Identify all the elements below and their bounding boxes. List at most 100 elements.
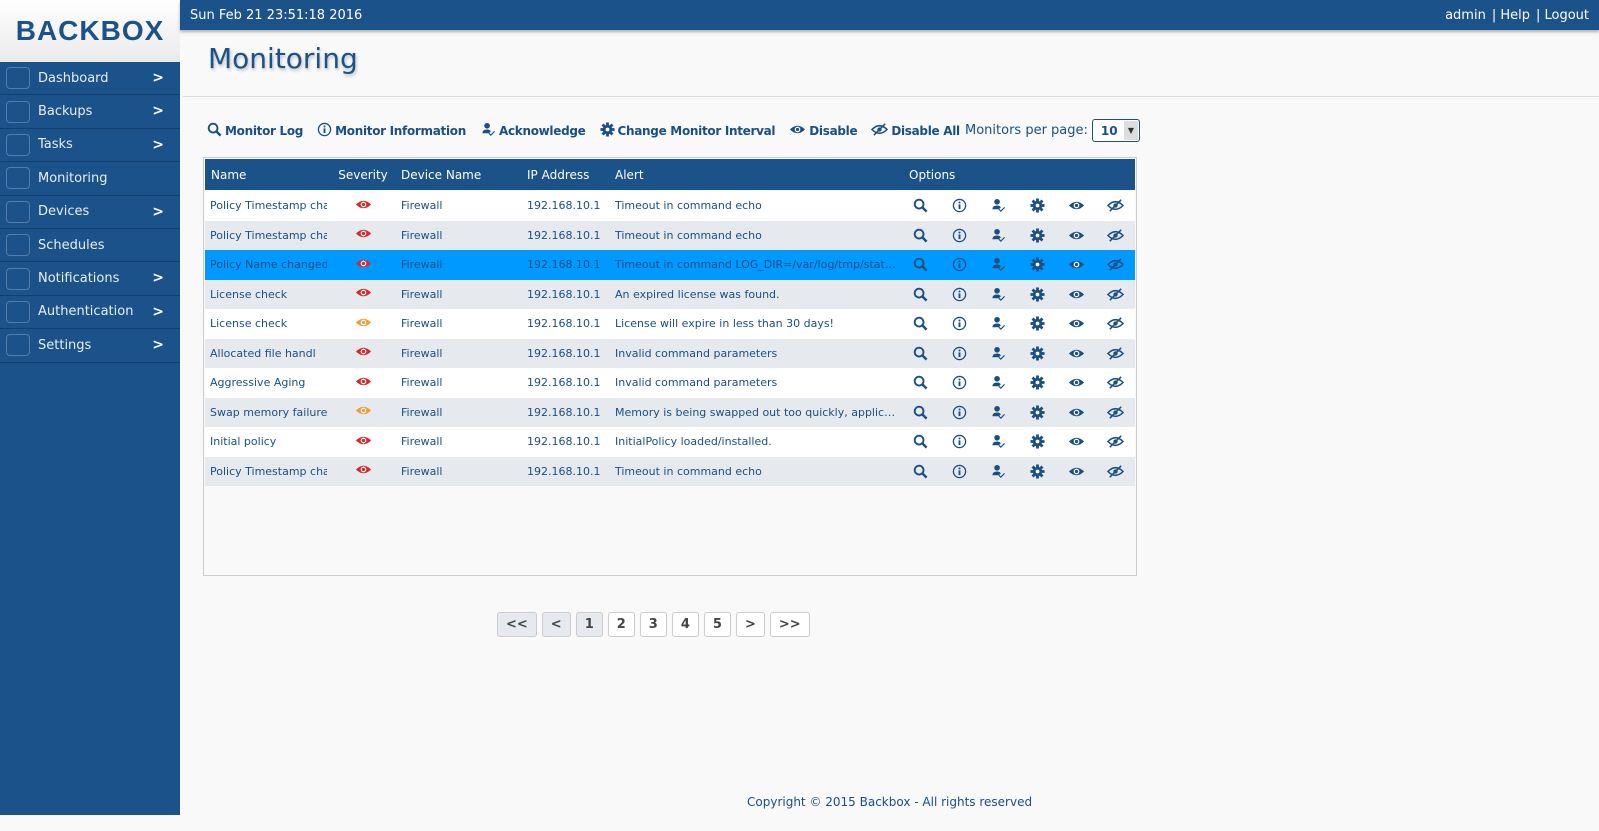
column-header-name[interactable]: Name: [211, 167, 247, 182]
info-info-icon[interactable]: [948, 285, 970, 303]
disable-all-eye-off-icon[interactable]: [1104, 403, 1126, 421]
change-interval-gear-icon[interactable]: [1026, 374, 1048, 392]
help-link[interactable]: | Help: [1491, 7, 1530, 23]
column-header-ip-address[interactable]: IP Address: [527, 167, 590, 182]
sidebar-item-dashboard[interactable]: Dashboard >: [0, 62, 180, 96]
table-row[interactable]: Policy Name changed Firewall 192.168.10.…: [205, 250, 1135, 280]
info-info-icon[interactable]: [948, 344, 970, 362]
change-interval-gear-icon[interactable]: [1026, 285, 1048, 303]
sidebar-item-monitoring[interactable]: Monitoring: [0, 162, 180, 196]
view-log-search-icon[interactable]: [909, 197, 931, 215]
disable-all-eye-off-icon[interactable]: [1104, 344, 1126, 362]
change-interval-gear-icon[interactable]: [1026, 226, 1048, 244]
info-info-icon[interactable]: [948, 226, 970, 244]
sidebar-item-tasks[interactable]: Tasks >: [0, 129, 180, 163]
disable-all-eye-off-icon[interactable]: [1104, 226, 1126, 244]
sidebar-item-authentication[interactable]: Authentication >: [0, 296, 180, 330]
change-interval-gear-icon[interactable]: [1026, 315, 1048, 333]
info-info-icon[interactable]: [948, 433, 970, 451]
disable-all-eye-off-icon[interactable]: [1104, 197, 1126, 215]
logo[interactable]: BACKBOX: [0, 0, 180, 62]
table-row[interactable]: License check Firewall 192.168.10.1 An e…: [205, 279, 1135, 309]
table-row[interactable]: Policy Timestamp cha Firewall 192.168.10…: [205, 220, 1135, 250]
view-log-search-icon[interactable]: [909, 433, 931, 451]
page-button[interactable]: <: [541, 612, 571, 637]
table-row[interactable]: Aggressive Aging Firewall 192.168.10.1 I…: [205, 368, 1135, 398]
disable-eye-icon[interactable]: [1065, 197, 1087, 215]
disable-eye-icon[interactable]: [1065, 344, 1087, 362]
sidebar-item-settings[interactable]: Settings >: [0, 329, 180, 363]
disable-all-eye-off-icon[interactable]: [1104, 462, 1126, 480]
monitor-information-button[interactable]: Monitor Information: [317, 122, 466, 140]
column-header-severity[interactable]: Severity: [338, 167, 388, 182]
disable-all-eye-off-icon[interactable]: [1104, 433, 1126, 451]
acknowledge-user-check-icon[interactable]: [987, 226, 1009, 244]
change-interval-gear-icon[interactable]: [1026, 197, 1048, 215]
disable-all-eye-off-icon[interactable]: [1104, 256, 1126, 274]
page-button[interactable]: 1: [575, 612, 603, 637]
disable-eye-icon[interactable]: [1065, 256, 1087, 274]
view-log-search-icon[interactable]: [909, 374, 931, 392]
view-log-search-icon[interactable]: [909, 403, 931, 421]
page-button[interactable]: 2: [607, 612, 635, 637]
sidebar-item-schedules[interactable]: Schedules: [0, 229, 180, 263]
disable-eye-icon[interactable]: [1065, 462, 1087, 480]
view-log-search-icon[interactable]: [909, 344, 931, 362]
sidebar-item-backups[interactable]: Backups >: [0, 95, 180, 129]
change-interval-gear-icon[interactable]: [1026, 403, 1048, 421]
info-info-icon[interactable]: [948, 462, 970, 480]
change-interval-gear-icon[interactable]: [1026, 344, 1048, 362]
acknowledge-user-check-icon[interactable]: [987, 256, 1009, 274]
page-button[interactable]: >: [735, 612, 765, 637]
table-row[interactable]: Swap memory failure Firewall 192.168.10.…: [205, 397, 1135, 427]
disable-all-eye-off-icon[interactable]: [1104, 374, 1126, 392]
disable-eye-icon[interactable]: [1065, 403, 1087, 421]
table-row[interactable]: Initial policy Firewall 192.168.10.1 Ini…: [205, 427, 1135, 457]
acknowledge-user-check-icon[interactable]: [987, 315, 1009, 333]
table-row[interactable]: License check Firewall 192.168.10.1 Lice…: [205, 309, 1135, 339]
view-log-search-icon[interactable]: [909, 285, 931, 303]
page-button[interactable]: 4: [671, 612, 699, 637]
acknowledge-user-check-icon[interactable]: [987, 433, 1009, 451]
info-info-icon[interactable]: [948, 256, 970, 274]
disable-eye-icon[interactable]: [1065, 315, 1087, 333]
change-monitor-interval-button[interactable]: Change Monitor Interval: [599, 122, 776, 140]
acknowledge-button[interactable]: Acknowledge: [480, 122, 586, 140]
acknowledge-user-check-icon[interactable]: [987, 403, 1009, 421]
page-button[interactable]: >>: [769, 612, 810, 637]
disable-eye-icon[interactable]: [1065, 226, 1087, 244]
column-header-device-name[interactable]: Device Name: [401, 167, 482, 182]
change-interval-gear-icon[interactable]: [1026, 462, 1048, 480]
sidebar-item-devices[interactable]: Devices >: [0, 196, 180, 229]
monitor-log-button[interactable]: Monitor Log: [207, 122, 303, 140]
view-log-search-icon[interactable]: [909, 462, 931, 480]
column-header-alert[interactable]: Alert: [615, 167, 644, 182]
info-info-icon[interactable]: [948, 197, 970, 215]
per-page-select[interactable]: 10 ▼: [1091, 119, 1140, 142]
disable-button[interactable]: Disable: [789, 122, 858, 140]
chevron-down-icon[interactable]: ▼: [1123, 121, 1138, 140]
info-info-icon[interactable]: [948, 374, 970, 392]
acknowledge-user-check-icon[interactable]: [987, 344, 1009, 362]
change-interval-gear-icon[interactable]: [1026, 433, 1048, 451]
disable-all-eye-off-icon[interactable]: [1104, 315, 1126, 333]
info-info-icon[interactable]: [948, 403, 970, 421]
disable-eye-icon[interactable]: [1065, 433, 1087, 451]
view-log-search-icon[interactable]: [909, 256, 931, 274]
acknowledge-user-check-icon[interactable]: [987, 285, 1009, 303]
column-header-options[interactable]: Options: [909, 167, 956, 182]
view-log-search-icon[interactable]: [909, 315, 931, 333]
change-interval-gear-icon[interactable]: [1026, 256, 1048, 274]
info-info-icon[interactable]: [948, 315, 970, 333]
acknowledge-user-check-icon[interactable]: [987, 374, 1009, 392]
table-row[interactable]: Policy Timestamp cha Firewall 192.168.10…: [205, 191, 1135, 221]
acknowledge-user-check-icon[interactable]: [987, 462, 1009, 480]
disable-eye-icon[interactable]: [1065, 374, 1087, 392]
view-log-search-icon[interactable]: [909, 226, 931, 244]
disable-all-button[interactable]: Disable All: [871, 122, 960, 140]
page-button[interactable]: 5: [703, 612, 731, 637]
table-row[interactable]: Policy Timestamp cha Firewall 192.168.10…: [205, 456, 1135, 486]
table-row[interactable]: Allocated file handl Firewall 192.168.10…: [205, 338, 1135, 368]
user-link[interactable]: admin: [1445, 7, 1486, 23]
acknowledge-user-check-icon[interactable]: [987, 197, 1009, 215]
